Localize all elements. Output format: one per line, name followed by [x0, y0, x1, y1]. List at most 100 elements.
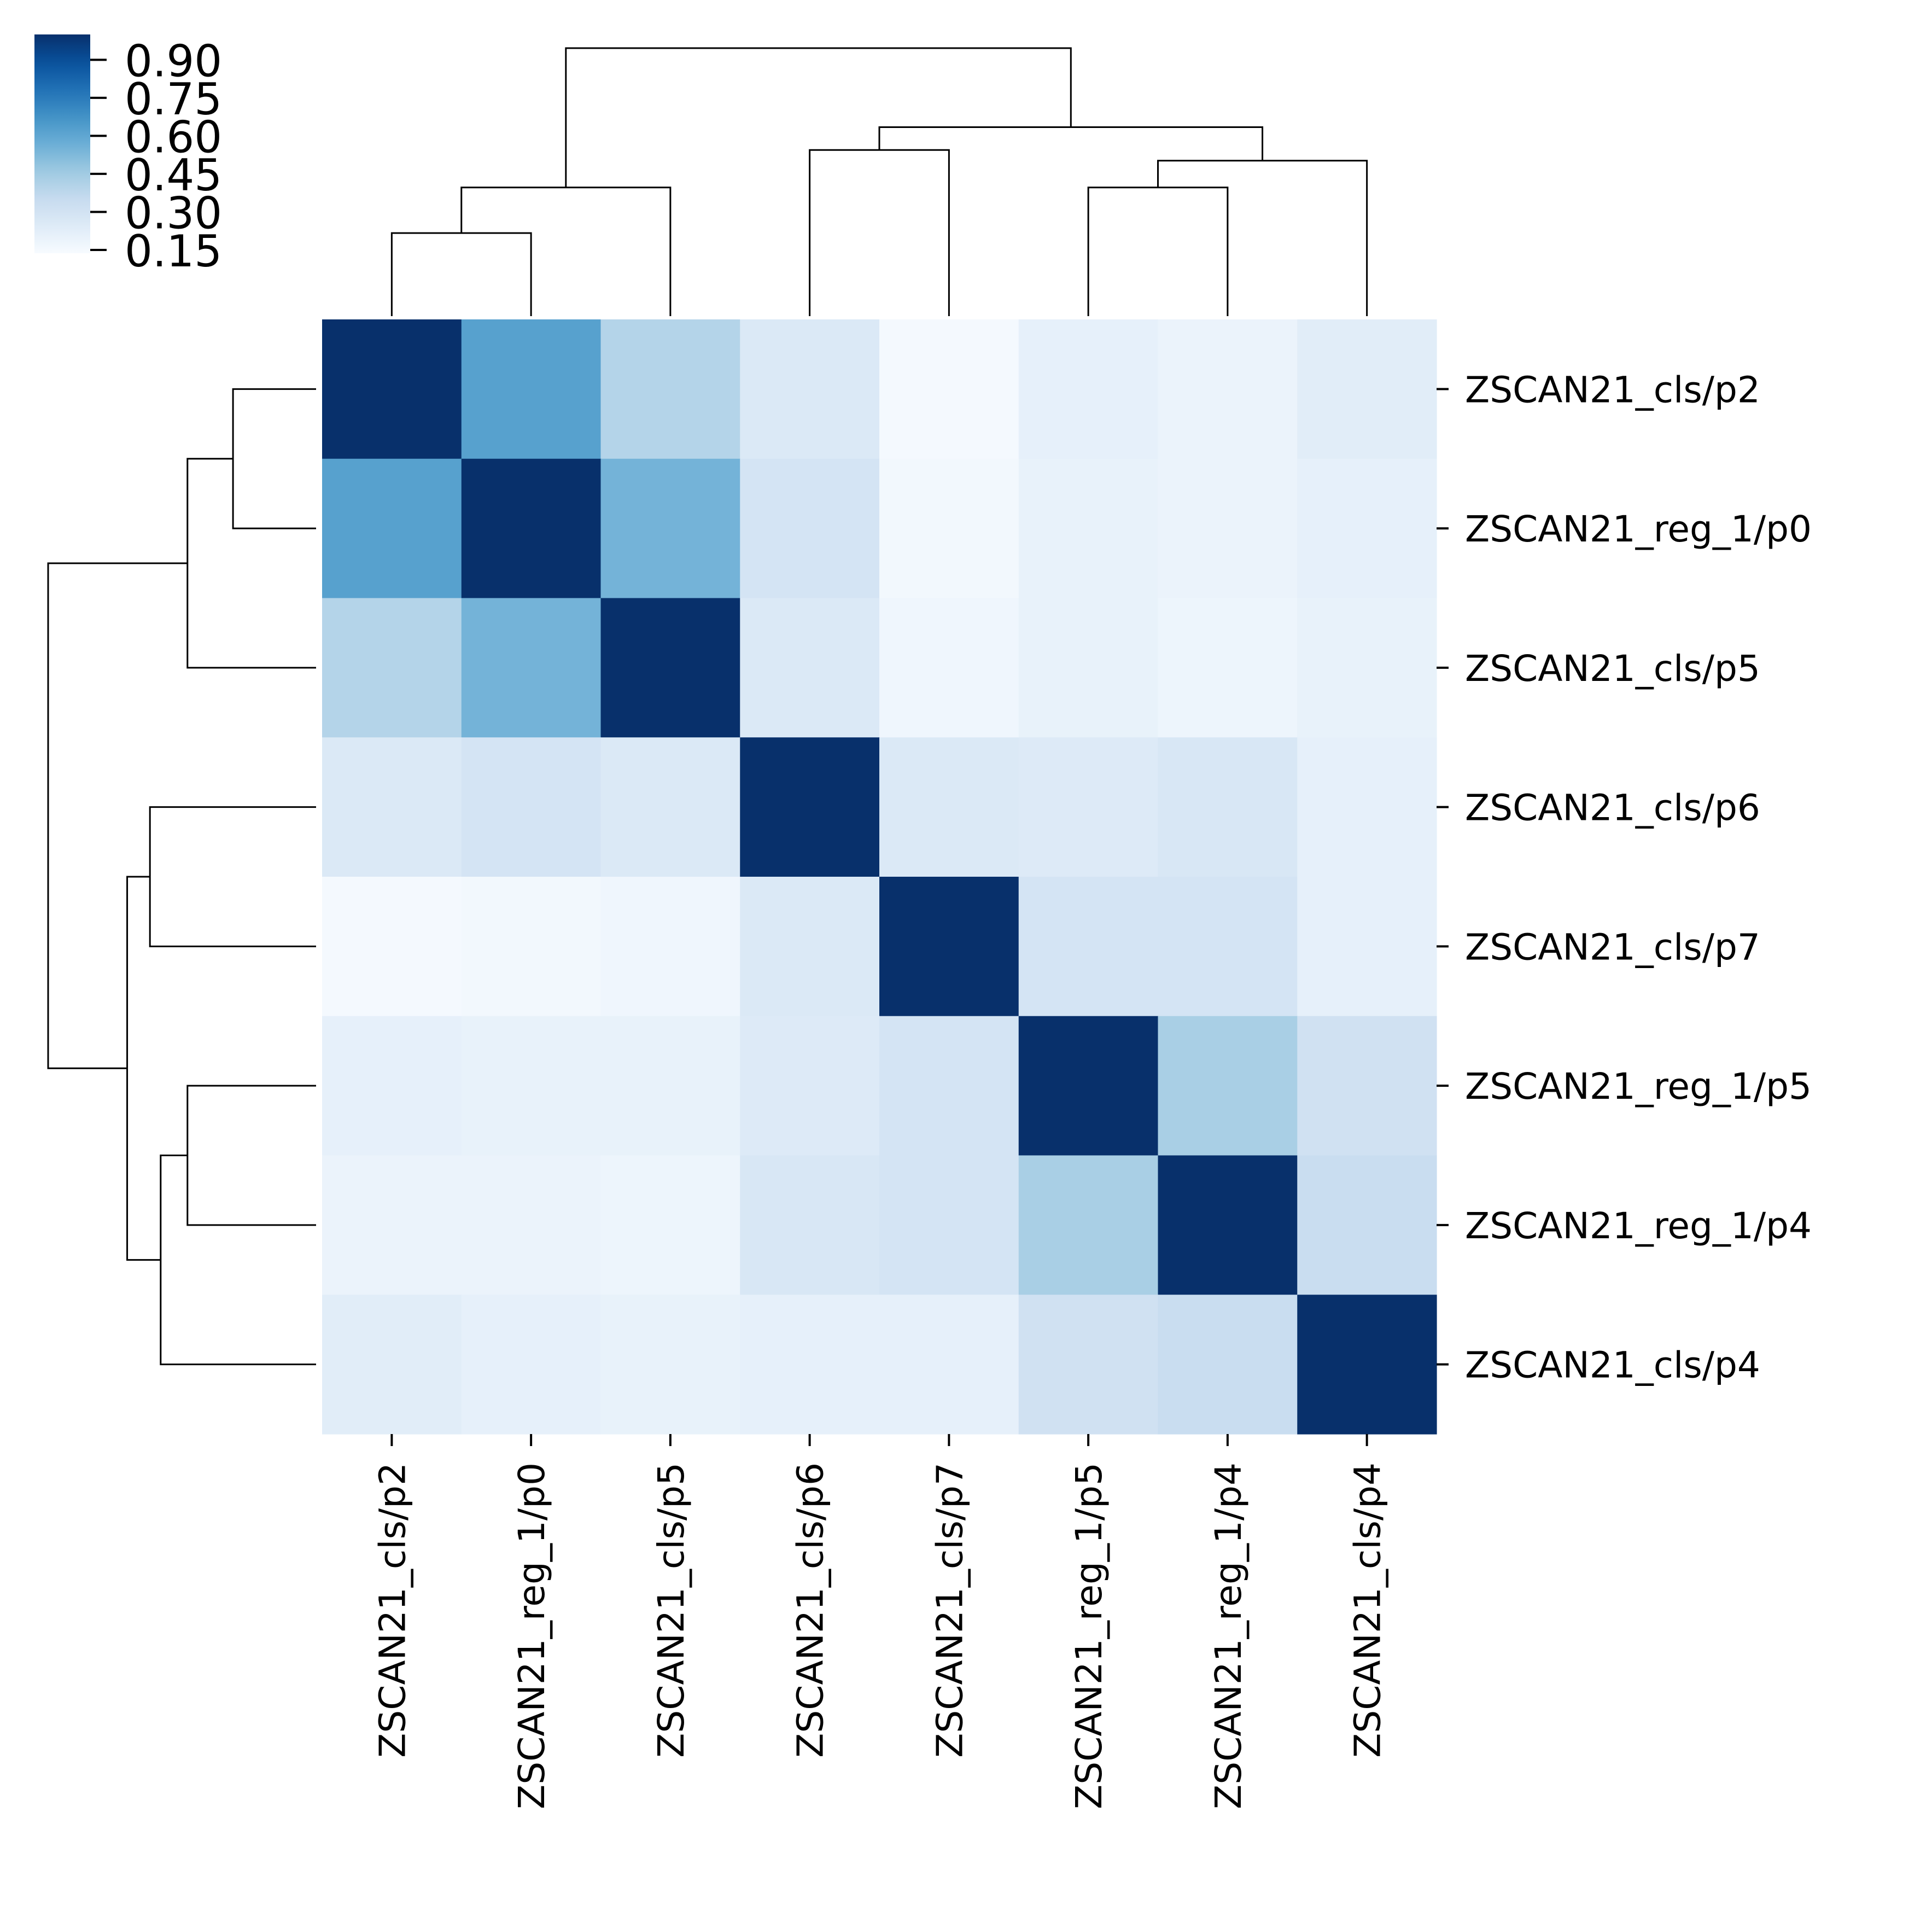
colorbar-tick-label: 0.75 — [125, 74, 222, 125]
dendrogram-link — [186, 1085, 316, 1226]
heatmap-cell — [322, 598, 462, 738]
row-label: ZSCAN21_cls/p4 — [1465, 1344, 1760, 1386]
heatmap-cell — [322, 737, 462, 877]
heatmap-cell — [1297, 458, 1437, 599]
heatmap-cell — [600, 877, 740, 1017]
heatmap-cell — [1158, 1155, 1298, 1295]
heatmap-cell — [322, 458, 462, 599]
heatmap-cell — [1158, 1016, 1298, 1156]
heatmap-cell — [1018, 877, 1159, 1017]
heatmap-cell — [879, 1016, 1019, 1156]
heatmap-cell — [461, 1155, 602, 1295]
colorbar-gradient — [34, 34, 90, 253]
heatmap-cell — [1158, 598, 1298, 738]
heatmap-cell — [600, 458, 740, 599]
heatmap-cell — [1297, 1155, 1437, 1295]
row-label: ZSCAN21_reg_1/p4 — [1465, 1205, 1812, 1247]
dendrogram-link — [878, 126, 1264, 161]
heatmap-cell — [1297, 1295, 1437, 1435]
heatmap-cell — [600, 598, 740, 738]
heatmap-cell — [1158, 737, 1298, 877]
heatmap-cell — [600, 1155, 740, 1295]
dendrogram-link — [390, 232, 532, 316]
heatmap-cell — [600, 319, 740, 459]
heatmap-cell — [1297, 737, 1437, 877]
column-label: ZSCAN21_cls/p4 — [1347, 1462, 1389, 1758]
heatmap-cell — [600, 1295, 740, 1435]
heatmap-cell — [322, 1016, 462, 1156]
heatmap-cell — [879, 458, 1019, 599]
heatmap-cell — [740, 598, 880, 738]
colorbar-tick-label: 0.90 — [125, 36, 222, 86]
heatmap-cell — [1018, 598, 1159, 738]
heatmap-cell — [1018, 737, 1159, 877]
column-dendrogram — [390, 47, 1368, 316]
heatmap-cell — [600, 737, 740, 877]
dendrogram-link — [1157, 160, 1368, 316]
heatmap-cell — [461, 458, 602, 599]
column-labels: ZSCAN21_cls/p2 ZSCAN21_reg_1/p0 ZSCAN21_cl… — [371, 1434, 1389, 1809]
heatmap-cell — [461, 1016, 602, 1156]
heatmap-cell — [1018, 319, 1159, 459]
heatmap-cell — [879, 1155, 1019, 1295]
heatmap-cell — [461, 737, 602, 877]
colorbar-tick-label: 0.30 — [125, 188, 222, 238]
heatmap-cell — [1297, 598, 1437, 738]
column-label: ZSCAN21_cls/p2 — [371, 1462, 413, 1758]
heatmap-cell — [1297, 319, 1437, 459]
dendrogram-link — [1087, 187, 1229, 316]
column-label: ZSCAN21_cls/p5 — [650, 1462, 692, 1758]
heatmap-cell — [879, 319, 1019, 459]
column-label: ZSCAN21_cls/p6 — [790, 1462, 832, 1758]
heatmap-cell — [740, 458, 880, 599]
heatmap-cell — [740, 1016, 880, 1156]
column-label: ZSCAN21_reg_1/p5 — [1068, 1462, 1110, 1809]
heatmap-cell — [1158, 319, 1298, 459]
heatmap-cell — [1018, 1295, 1159, 1435]
heatmap-cell — [1297, 1016, 1437, 1156]
heatmap-cell — [1158, 1295, 1298, 1435]
row-labels: ZSCAN21_cls/p2 ZSCAN21_reg_1/p0 ZSCAN21_cl… — [1437, 369, 1812, 1386]
heatmap-cell — [461, 877, 602, 1017]
colorbar: 0.150.300.450.600.750.90 — [34, 34, 222, 277]
heatmap-cell — [1018, 1155, 1159, 1295]
heatmap-cell — [740, 1155, 880, 1295]
heatmap — [322, 319, 1437, 1435]
dendrogram-link — [460, 187, 672, 316]
heatmap-cell — [322, 319, 462, 459]
heatmap-cell — [740, 1295, 880, 1435]
heatmap-cell — [879, 598, 1019, 738]
heatmap-cell — [879, 1295, 1019, 1435]
heatmap-cell — [1158, 458, 1298, 599]
colorbar-tick-label: 0.45 — [125, 150, 222, 201]
heatmap-cell — [1018, 458, 1159, 599]
dendrogram-link — [186, 458, 316, 669]
column-label: ZSCAN21_cls/p7 — [929, 1462, 971, 1758]
dendrogram-link — [149, 806, 316, 947]
heatmap-cell — [1158, 877, 1298, 1017]
heatmap-cell — [1297, 877, 1437, 1017]
row-dendrogram — [47, 388, 316, 1366]
heatmap-cell — [740, 877, 880, 1017]
column-label: ZSCAN21_reg_1/p4 — [1207, 1462, 1250, 1809]
dendrogram-link — [232, 388, 316, 529]
row-label: ZSCAN21_reg_1/p5 — [1465, 1065, 1812, 1108]
heatmap-cell — [740, 737, 880, 877]
dendrogram-link — [809, 149, 950, 316]
row-label: ZSCAN21_reg_1/p0 — [1465, 508, 1812, 550]
dendrogram-link — [565, 47, 1072, 188]
heatmap-cell — [600, 1016, 740, 1156]
heatmap-cell — [322, 1295, 462, 1435]
heatmap-cell — [1018, 1016, 1159, 1156]
column-label: ZSCAN21_reg_1/p0 — [511, 1462, 553, 1809]
row-label: ZSCAN21_cls/p7 — [1465, 926, 1760, 968]
colorbar-tick-label: 0.60 — [125, 112, 222, 162]
row-label: ZSCAN21_cls/p5 — [1465, 648, 1760, 690]
heatmap-cell — [461, 1295, 602, 1435]
heatmap-cell — [461, 598, 602, 738]
colorbar-tick-label: 0.15 — [125, 226, 222, 277]
heatmap-cell — [461, 319, 602, 459]
heatmap-cell — [879, 877, 1019, 1017]
heatmap-cell — [740, 319, 880, 459]
dendrogram-link — [160, 1155, 316, 1366]
